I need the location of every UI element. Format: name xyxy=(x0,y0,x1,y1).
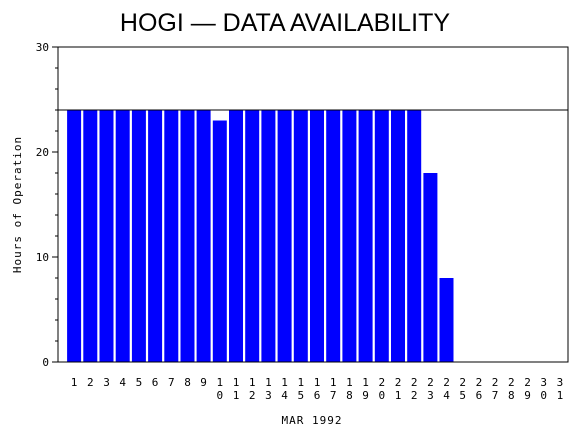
x-tick-label: 9 xyxy=(200,376,207,389)
bar-day-19 xyxy=(358,110,373,362)
bar-day-20 xyxy=(374,110,389,362)
bar-day-8 xyxy=(180,110,195,362)
y-tick-label: 10 xyxy=(36,251,49,264)
plot-frame xyxy=(57,46,569,363)
x-tick-label: 7 xyxy=(168,376,175,389)
bar-day-18 xyxy=(342,110,357,362)
bar-day-12 xyxy=(245,110,260,362)
bar-day-7 xyxy=(164,110,179,362)
bar-day-2 xyxy=(83,110,98,362)
bar-day-4 xyxy=(115,110,130,362)
bar-day-15 xyxy=(293,110,308,362)
bar-day-9 xyxy=(196,110,211,362)
bar-day-22 xyxy=(407,110,422,362)
x-tick-label: 1 xyxy=(71,376,78,389)
bar-day-10 xyxy=(212,120,227,362)
bar-day-3 xyxy=(99,110,114,362)
x-axis-label: MAR 1992 xyxy=(282,414,343,427)
y-tick-label: 0 xyxy=(42,356,49,369)
y-tick-label: 20 xyxy=(36,146,49,159)
chart-title: HOGI — DATA AVAILABILITY xyxy=(120,9,451,37)
bar-day-14 xyxy=(277,110,292,362)
bar-day-6 xyxy=(148,110,163,362)
bar-day-5 xyxy=(131,110,146,362)
y-tick-label: 30 xyxy=(36,41,49,54)
bar-day-1 xyxy=(67,110,82,362)
bar-day-13 xyxy=(261,110,276,362)
x-tick-label: 4 xyxy=(119,376,126,389)
x-tick-label: 6 xyxy=(152,376,159,389)
bar-day-21 xyxy=(391,110,405,362)
x-tick-label: 5 xyxy=(136,376,143,389)
y-axis-label: Hours of Operation xyxy=(11,136,24,273)
x-axis-ticks: 1 2 3 4 5 6 7 8 9 1 01 11 21 31 41 51 61 71 81 92 02 12 22 32 42… xyxy=(71,376,563,402)
x-tick-label: 2 xyxy=(87,376,94,389)
bar-day-11 xyxy=(229,110,243,362)
x-tick-label: 8 xyxy=(184,376,191,389)
y-axis-ticks: 0 10 20 30 xyxy=(36,41,58,369)
bar-day-17 xyxy=(326,110,341,362)
bar-day-24 xyxy=(439,278,454,362)
bar-day-16 xyxy=(310,110,324,362)
bar-day-23 xyxy=(423,173,438,362)
bars-group xyxy=(67,110,454,362)
x-tick-label: 3 xyxy=(103,376,110,389)
